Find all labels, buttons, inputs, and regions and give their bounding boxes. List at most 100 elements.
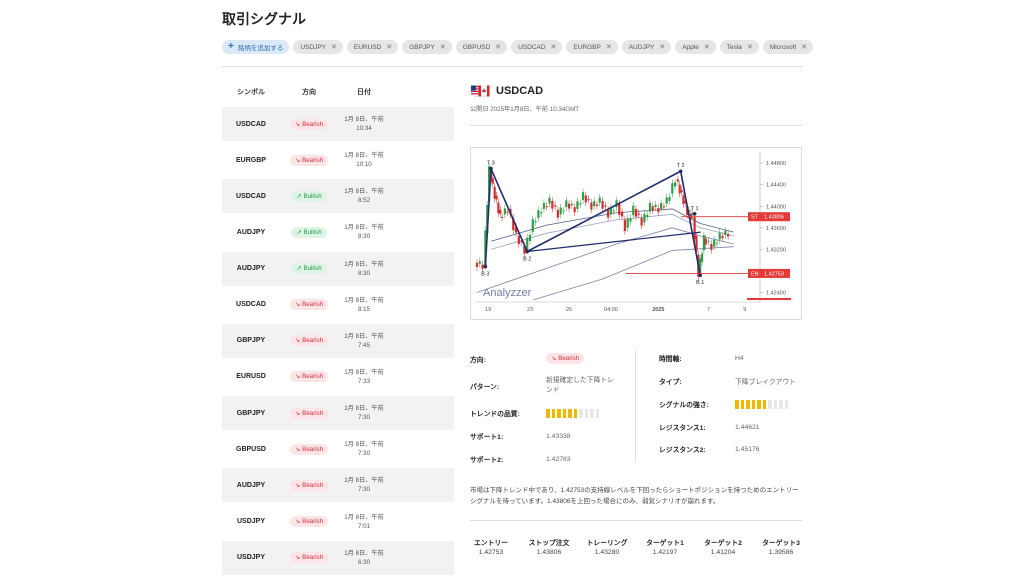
candle-body (671, 183, 674, 194)
candle-body (503, 208, 506, 215)
candle-body (620, 211, 624, 217)
info-signal-strength: シグナルの強さ: (659, 399, 788, 409)
row-date-day: 1月 8日、午前 (344, 332, 384, 340)
timeframe-label: 時間軸: (659, 356, 682, 363)
candle-body (593, 201, 596, 207)
candle-body (478, 261, 481, 264)
table-row[interactable]: AUDJPY ↗ Bullish 1月 8日、午前 8:30 (222, 251, 454, 286)
type-value: 下降ブレイクアウト (735, 379, 797, 386)
row-date: 1月 8日、午前 7:30 (338, 476, 390, 494)
level-bar (757, 399, 761, 409)
candle-body (651, 206, 654, 211)
arrow-down-right-icon: ↘ (294, 120, 301, 128)
row-date-day: 1月 8日、午前 (344, 224, 384, 232)
x-tick-label: 23 (527, 307, 533, 313)
direction-value: Bearish (302, 409, 324, 417)
candle-body (682, 195, 685, 205)
row-direction: ↗ Bullish (280, 190, 338, 202)
row-direction: ↘ Bearish (280, 118, 338, 130)
target-item: トレーリング 1.43280 (578, 537, 636, 556)
level-bar (779, 399, 783, 409)
detail-divider (470, 125, 802, 126)
direction-badge: ↘ Bearish (289, 154, 329, 166)
symbol-chip[interactable]: Microsoft ✕ (762, 40, 814, 54)
candle-body (713, 239, 716, 247)
candle-body (704, 238, 707, 245)
symbol-chip[interactable]: Apple ✕ (675, 40, 716, 54)
close-icon[interactable]: ✕ (550, 44, 557, 51)
table-row[interactable]: GBPUSD ↘ Bearish 1月 8日、午前 7:30 (222, 432, 454, 466)
stop-marker (748, 212, 790, 222)
symbol-chip-label: Tesla (726, 43, 742, 51)
candle-body (676, 179, 679, 182)
row-date-day: 1月 8日、午前 (344, 405, 384, 413)
pivot-label: T 2 (677, 163, 685, 169)
x-tick-label: 9 (743, 307, 746, 313)
close-icon[interactable]: ✕ (605, 44, 612, 51)
add-symbol-label: 銘柄を追加する (237, 45, 284, 52)
symbol-chip[interactable]: EURUSD ✕ (346, 40, 399, 54)
target-item: ターゲット1 1.42197 (636, 537, 694, 556)
row-date: 1月 8日、午前 10:10 (338, 151, 390, 169)
table-row[interactable]: AUDJPY ↘ Bearish 1月 8日、午前 7:30 (222, 468, 454, 503)
symbol-chip[interactable]: Tesla ✕ (719, 40, 759, 54)
symbol-chip[interactable]: AUDJPY ✕ (621, 40, 672, 54)
candle-body (680, 190, 683, 193)
direction-badge: ↘ Bearish (289, 299, 329, 311)
direction-badge: ↘ Bearish (289, 552, 329, 564)
header-date: 日付 (357, 88, 371, 96)
row-date-time: 10:10 (356, 161, 372, 169)
symbol-chip[interactable]: GBPUSD ✕ (455, 40, 508, 54)
row-symbol: USDJPY (236, 518, 265, 526)
table-row[interactable]: USDJPY ↘ Bearish 1月 8日、午前 6:30 (222, 540, 454, 575)
row-symbol: AUDJPY (236, 228, 266, 236)
arrow-up-right-icon: ↗ (296, 265, 302, 273)
row-direction: ↘ Bearish (280, 299, 338, 311)
close-icon[interactable]: ✕ (495, 44, 502, 51)
table-row[interactable]: GBPJPY ↘ Bearish 1月 8日、午前 7:45 (222, 323, 454, 358)
chart-watermark: Analyzzer (483, 287, 532, 299)
table-row[interactable]: USDJPY ↘ Bearish 1月 8日、午前 7:01 (222, 505, 454, 539)
row-date-time: 7:33 (357, 377, 371, 385)
close-icon[interactable]: ✕ (659, 44, 666, 51)
symbol-chip[interactable]: USDCAD ✕ (511, 40, 563, 54)
candle-body (487, 166, 491, 202)
table-row[interactable]: USDCAD ↘ Bearish 1月 8日、午前 10:34 (222, 107, 454, 141)
table-row[interactable]: EURGBP ↘ Bearish 1月 8日、午前 10:10 (222, 143, 454, 177)
symbol-chip[interactable]: USDJPY ✕ (293, 40, 343, 54)
close-icon[interactable]: ✕ (331, 44, 337, 51)
table-row[interactable]: GBPJPY ↘ Bearish 1月 8日、午前 7:30 (222, 396, 454, 431)
candle-body (684, 200, 687, 204)
candle-body (475, 262, 479, 267)
resistance2-value: 1.45176 (735, 445, 760, 453)
symbol-chip[interactable]: EURGBP ✕ (566, 40, 618, 54)
x-tick-label: 26 (566, 307, 572, 313)
close-icon[interactable]: ✕ (801, 44, 808, 51)
top-divider (222, 66, 803, 67)
target-label: ストップ注文 (528, 540, 570, 547)
direction-value: Bearish (558, 355, 580, 362)
target-value: 1.42197 (652, 549, 678, 556)
pivot-label: T 3 (487, 161, 495, 167)
close-icon[interactable]: ✕ (703, 44, 710, 51)
close-icon[interactable]: ✕ (386, 44, 393, 51)
table-row[interactable]: EURUSD ↘ Bearish 1月 8日、午前 7:33 (222, 360, 454, 394)
add-symbol-button[interactable]: + 銘柄を追加する (222, 40, 290, 54)
candle-body (567, 203, 571, 209)
table-row[interactable]: USDCAD ↘ Bearish 1月 8日、午前 8:15 (222, 288, 454, 322)
symbol-chip[interactable]: GBPJPY ✕ (402, 40, 452, 54)
pivot-point (678, 169, 683, 174)
target-label: ターゲット1 (646, 540, 684, 547)
candle-body (607, 209, 610, 218)
resistance1-label: レジスタンス1: (659, 425, 706, 432)
info-support1: サポート1: 1.43338 (470, 431, 571, 442)
info-pattern: パターン: 新規確定した下降トレンド (470, 376, 616, 396)
candle-body (668, 196, 671, 201)
table-row[interactable]: USDCAD ↗ Bullish 1月 8日、午前 8:52 (222, 179, 454, 214)
candle-body (587, 199, 590, 201)
close-icon[interactable]: ✕ (439, 44, 446, 51)
close-icon[interactable]: ✕ (746, 44, 753, 51)
target-levels: エントリー 1.42753 ストップ注文 1.43806 トレーリング 1.43280 ター… (462, 537, 810, 556)
table-row[interactable]: AUDJPY ↗ Bullish 1月 8日、午前 8:30 (222, 215, 454, 249)
arrow-up-right-icon: ↗ (296, 192, 302, 200)
